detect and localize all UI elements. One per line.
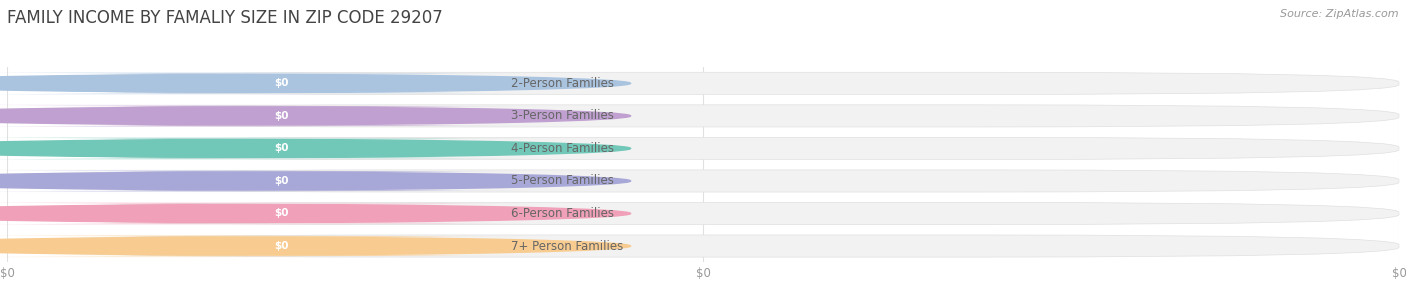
FancyBboxPatch shape [35, 236, 529, 256]
Text: 6-Person Families: 6-Person Families [510, 207, 614, 220]
FancyBboxPatch shape [35, 204, 529, 223]
Text: $0: $0 [274, 209, 290, 218]
FancyBboxPatch shape [7, 203, 1399, 224]
FancyBboxPatch shape [0, 72, 425, 95]
Text: $0: $0 [274, 111, 290, 121]
FancyBboxPatch shape [7, 170, 1399, 192]
FancyBboxPatch shape [35, 106, 529, 126]
FancyBboxPatch shape [0, 105, 425, 127]
FancyBboxPatch shape [7, 105, 1399, 127]
FancyBboxPatch shape [35, 74, 529, 93]
FancyBboxPatch shape [35, 139, 529, 158]
FancyBboxPatch shape [0, 203, 425, 224]
Text: 7+ Person Families: 7+ Person Families [510, 239, 623, 253]
Text: 3-Person Families: 3-Person Families [510, 109, 614, 122]
Text: 5-Person Families: 5-Person Families [510, 174, 614, 188]
FancyBboxPatch shape [7, 235, 1399, 257]
Circle shape [0, 172, 631, 190]
Circle shape [0, 205, 631, 222]
Text: 4-Person Families: 4-Person Families [510, 142, 614, 155]
Circle shape [0, 107, 631, 125]
FancyBboxPatch shape [0, 170, 425, 192]
Circle shape [0, 140, 631, 157]
Text: $0: $0 [274, 241, 290, 251]
FancyBboxPatch shape [0, 137, 425, 160]
FancyBboxPatch shape [7, 72, 1399, 95]
Text: Source: ZipAtlas.com: Source: ZipAtlas.com [1281, 9, 1399, 19]
FancyBboxPatch shape [35, 171, 529, 191]
Circle shape [0, 74, 631, 92]
Text: 2-Person Families: 2-Person Families [510, 77, 614, 90]
Text: $0: $0 [274, 78, 290, 88]
FancyBboxPatch shape [0, 235, 425, 257]
Circle shape [0, 237, 631, 255]
Text: FAMILY INCOME BY FAMALIY SIZE IN ZIP CODE 29207: FAMILY INCOME BY FAMALIY SIZE IN ZIP COD… [7, 9, 443, 27]
Text: $0: $0 [274, 143, 290, 153]
Text: $0: $0 [274, 176, 290, 186]
FancyBboxPatch shape [7, 137, 1399, 160]
